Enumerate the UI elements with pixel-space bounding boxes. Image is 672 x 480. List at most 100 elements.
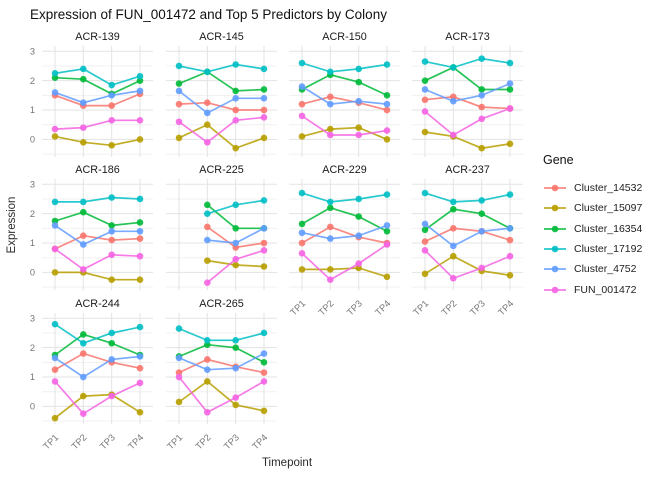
data-point [260, 114, 268, 121]
data-point [232, 225, 239, 232]
data-point [204, 99, 211, 106]
data-point [383, 127, 391, 134]
data-point [355, 131, 363, 139]
facet-title: ACR-265 [199, 298, 243, 310]
series-line-Cluster_14532 [54, 352, 141, 371]
data-point [260, 65, 268, 73]
data-point [383, 100, 391, 108]
data-point [51, 198, 59, 206]
series-line-Cluster_16354 [424, 66, 510, 91]
data-point [421, 77, 429, 84]
data-point [108, 227, 115, 235]
facet-ACR-265: ACR-265 [166, 298, 277, 424]
data-point [298, 220, 306, 228]
data-point [136, 252, 144, 260]
data-point [298, 112, 306, 120]
legend: Gene Cluster_14532 Cluster_15097 Cluster… [543, 153, 642, 300]
data-point [232, 106, 239, 114]
data-point [232, 364, 239, 372]
data-point [136, 379, 144, 387]
data-point [421, 220, 429, 228]
series-line-Cluster_4752 [424, 223, 511, 248]
data-point [51, 320, 59, 328]
x-tick-label: TP2 [440, 298, 459, 317]
facet-ACR-173: ACR-173 [412, 31, 523, 157]
data-point [51, 354, 59, 362]
series-line-Cluster_16354 [54, 76, 141, 95]
facet-title: ACR-225 [199, 164, 243, 176]
facet-ACR-145: ACR-145 [166, 31, 277, 157]
data-point [51, 222, 59, 229]
data-point [478, 103, 486, 111]
data-point [260, 86, 268, 93]
data-point [260, 106, 268, 114]
data-point [421, 128, 429, 136]
data-point [298, 133, 306, 140]
data-point [327, 93, 334, 101]
data-point [80, 410, 87, 418]
facet-ACR-150: ACR-150 [289, 31, 400, 157]
data-point [136, 72, 144, 80]
data-point [136, 276, 144, 284]
data-point [421, 86, 429, 93]
data-point [136, 323, 144, 331]
data-point [80, 75, 87, 83]
data-point [421, 247, 429, 254]
x-tick-label: TP3 [345, 298, 364, 317]
facet-title: ACR-244 [75, 298, 119, 310]
data-point [506, 191, 514, 198]
data-point [232, 87, 239, 95]
data-point [421, 108, 429, 115]
data-point [80, 331, 87, 338]
series-line-Cluster_17192 [54, 68, 141, 87]
series-line-FUN_001472 [301, 115, 388, 136]
data-point [80, 65, 87, 73]
y-tick-label: 3 [30, 179, 35, 189]
x-tick-label: TP4 [373, 298, 392, 317]
data-point [355, 232, 363, 239]
data-point [260, 359, 268, 366]
data-point [478, 264, 486, 272]
legend-item-label: Cluster_14532 [574, 182, 643, 195]
data-point [260, 407, 268, 415]
data-point [204, 121, 211, 128]
data-point [383, 241, 391, 248]
legend-item-Cluster_15097: Cluster_15097 [543, 198, 642, 218]
x-tick-label: TP1 [288, 298, 307, 317]
data-point [51, 70, 59, 77]
data-point [478, 55, 486, 62]
data-point [260, 263, 268, 270]
data-point [51, 414, 59, 422]
data-point [383, 136, 391, 143]
legend-key-icon [544, 286, 566, 293]
data-point [478, 86, 486, 93]
data-point [232, 337, 239, 344]
data-point [383, 227, 391, 235]
x-tick-label: TP1 [165, 432, 184, 451]
legend-item-label: Cluster_16354 [574, 222, 643, 235]
data-point [421, 189, 429, 197]
y-tick-label: 0 [30, 135, 35, 145]
series-line-Cluster_16354 [301, 73, 388, 97]
data-point [355, 97, 363, 105]
series-line-FUN_001472 [424, 107, 511, 137]
data-point [383, 61, 391, 68]
data-point [506, 80, 514, 87]
legend-item-label: Cluster_17192 [574, 243, 643, 256]
data-point [204, 109, 211, 117]
series-line-Cluster_17192 [301, 192, 388, 203]
data-point [232, 116, 239, 124]
data-point [260, 369, 268, 376]
data-point [450, 97, 457, 105]
data-point [175, 62, 183, 70]
data-point [136, 353, 144, 360]
data-point [506, 59, 514, 67]
legend-key-icon [544, 245, 566, 253]
data-point [506, 272, 514, 279]
data-point [175, 100, 183, 108]
data-point [506, 140, 514, 148]
data-point [204, 408, 211, 416]
series-line-Cluster_4752 [301, 85, 388, 105]
data-point [175, 325, 183, 332]
